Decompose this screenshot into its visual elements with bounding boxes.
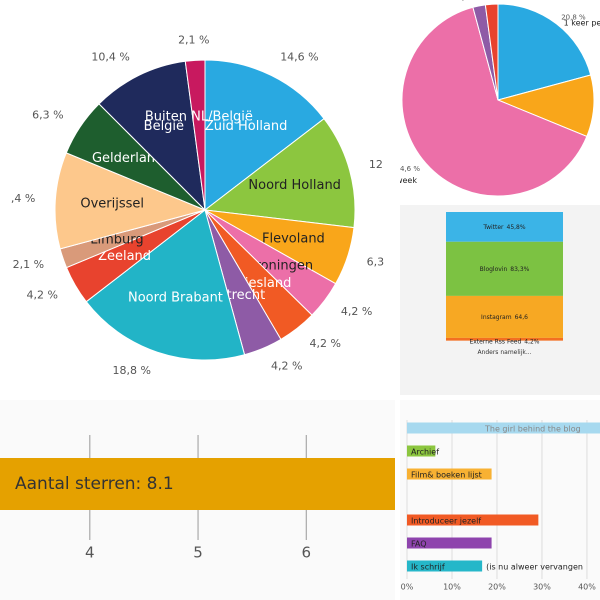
category: Externe Rss Feed bbox=[469, 338, 521, 345]
slice-label: Buiten NL/België bbox=[145, 110, 253, 125]
pie-slice bbox=[204, 59, 325, 212]
slice-label: Zeeland bbox=[98, 249, 151, 264]
value-label: 10,4 % bbox=[91, 51, 129, 64]
value-label: 6,3 bbox=[367, 256, 385, 269]
block-label: Twitter 45,8% bbox=[482, 223, 525, 230]
value-label: 2,1 % bbox=[13, 258, 44, 271]
x-tick-label: 10% bbox=[443, 583, 461, 592]
bar-label: Introduceer jezelf bbox=[411, 517, 481, 526]
slice-label: België bbox=[144, 119, 184, 134]
value-label: 14,6 % bbox=[280, 51, 318, 64]
slice-label: 1 keer per bbox=[564, 19, 600, 28]
slice-label: Overijssel bbox=[80, 197, 144, 212]
slice-label: Noord Holland bbox=[248, 178, 341, 193]
bar bbox=[407, 514, 539, 526]
value-label: 18,8 % bbox=[113, 364, 151, 377]
bar bbox=[407, 468, 492, 480]
block-label: Bloglovin 83,3% bbox=[480, 265, 530, 272]
pages-bar: 0% 10% 20% 30% 40% The girl behind the blog Ar… bbox=[401, 420, 600, 592]
x-tick-label: 20% bbox=[488, 583, 506, 592]
slice-label: Meerdere keren per week bbox=[315, 176, 418, 185]
x-tick-label: 40% bbox=[578, 583, 596, 592]
slice-label: Gelderland bbox=[92, 151, 163, 166]
annotation: (is nu alweer vervangen bbox=[486, 563, 583, 572]
block-label: Anders namelijk... bbox=[477, 349, 531, 356]
block bbox=[446, 241, 563, 296]
block bbox=[446, 212, 563, 242]
value-label: 12 bbox=[369, 158, 383, 171]
value-label: 45,8% bbox=[507, 223, 526, 230]
x-tick-label: 4 bbox=[85, 544, 95, 562]
value-label: 2,1 % bbox=[458, 0, 478, 2]
block bbox=[446, 295, 563, 338]
pie-slice bbox=[497, 3, 592, 101]
bar-label: Aantal sterren: 8.1 bbox=[15, 474, 174, 494]
value-label: 64,6 % bbox=[396, 165, 421, 173]
value-label: ,4 % bbox=[11, 192, 35, 205]
frequency-pie: 1 keer per20,8 %1 kMeerdere keren per we… bbox=[315, 0, 600, 197]
slice-label: Flevoland bbox=[262, 231, 325, 246]
block bbox=[446, 337, 563, 341]
value-label: 4,2 % bbox=[271, 360, 302, 373]
source-blocks: Twitter 45,8% Bloglovin 83,3% Instagram 64,6 E… bbox=[446, 212, 563, 356]
value-label: 64,6 bbox=[515, 313, 529, 320]
bar-label: Archief bbox=[411, 448, 439, 457]
x-tick-label: 5 bbox=[193, 544, 203, 562]
x-tick-label: 30% bbox=[533, 583, 551, 592]
region-pie: Zuid Holland 14,6 % Noord Holland 12 Flevola… bbox=[11, 33, 384, 377]
bar bbox=[0, 458, 395, 510]
bar bbox=[407, 445, 436, 457]
block-label: Instagram 64,6 bbox=[481, 313, 528, 320]
bar-label: Film& boeken lijst bbox=[411, 471, 482, 480]
x-tick-label: 0% bbox=[401, 583, 414, 592]
x-tick-label: 6 bbox=[301, 544, 311, 562]
stars-bar: 4 5 6 Aantal sterren: 8.1 bbox=[0, 435, 395, 562]
category: Twitter bbox=[482, 223, 504, 230]
category: Instagram bbox=[481, 313, 512, 320]
value-label: 4,2% bbox=[524, 338, 540, 345]
value-label: 4,2 % bbox=[341, 305, 372, 318]
bar-label: The girl behind the blog bbox=[484, 425, 581, 434]
value-label: 2,1 % bbox=[178, 33, 209, 46]
pie-slice bbox=[98, 60, 206, 212]
block-label: Externe Rss Feed 4,2% bbox=[469, 338, 539, 345]
pie-slice bbox=[203, 117, 356, 229]
pie-slice bbox=[85, 209, 246, 361]
value-label: 20,8 % bbox=[561, 13, 586, 21]
bar bbox=[407, 560, 483, 572]
category: Bloglovin bbox=[480, 265, 508, 272]
value-label: 4,2 % bbox=[27, 288, 58, 301]
value-label: 4,2 % bbox=[310, 337, 341, 350]
value-label: 6,3 % bbox=[32, 109, 63, 122]
pie-slice bbox=[484, 3, 499, 101]
pie-slice bbox=[184, 59, 206, 211]
pie-slice bbox=[401, 6, 588, 197]
slice-label: Noord Brabant bbox=[128, 291, 223, 306]
bar bbox=[407, 422, 600, 434]
value-label: 83,3% bbox=[510, 265, 529, 272]
pie-slice bbox=[54, 152, 207, 250]
bar bbox=[407, 537, 492, 549]
slice-label: Zuid Holland bbox=[205, 119, 288, 134]
bar-label: Ik schrijf bbox=[411, 563, 445, 572]
bar-label: FAQ bbox=[411, 540, 427, 549]
